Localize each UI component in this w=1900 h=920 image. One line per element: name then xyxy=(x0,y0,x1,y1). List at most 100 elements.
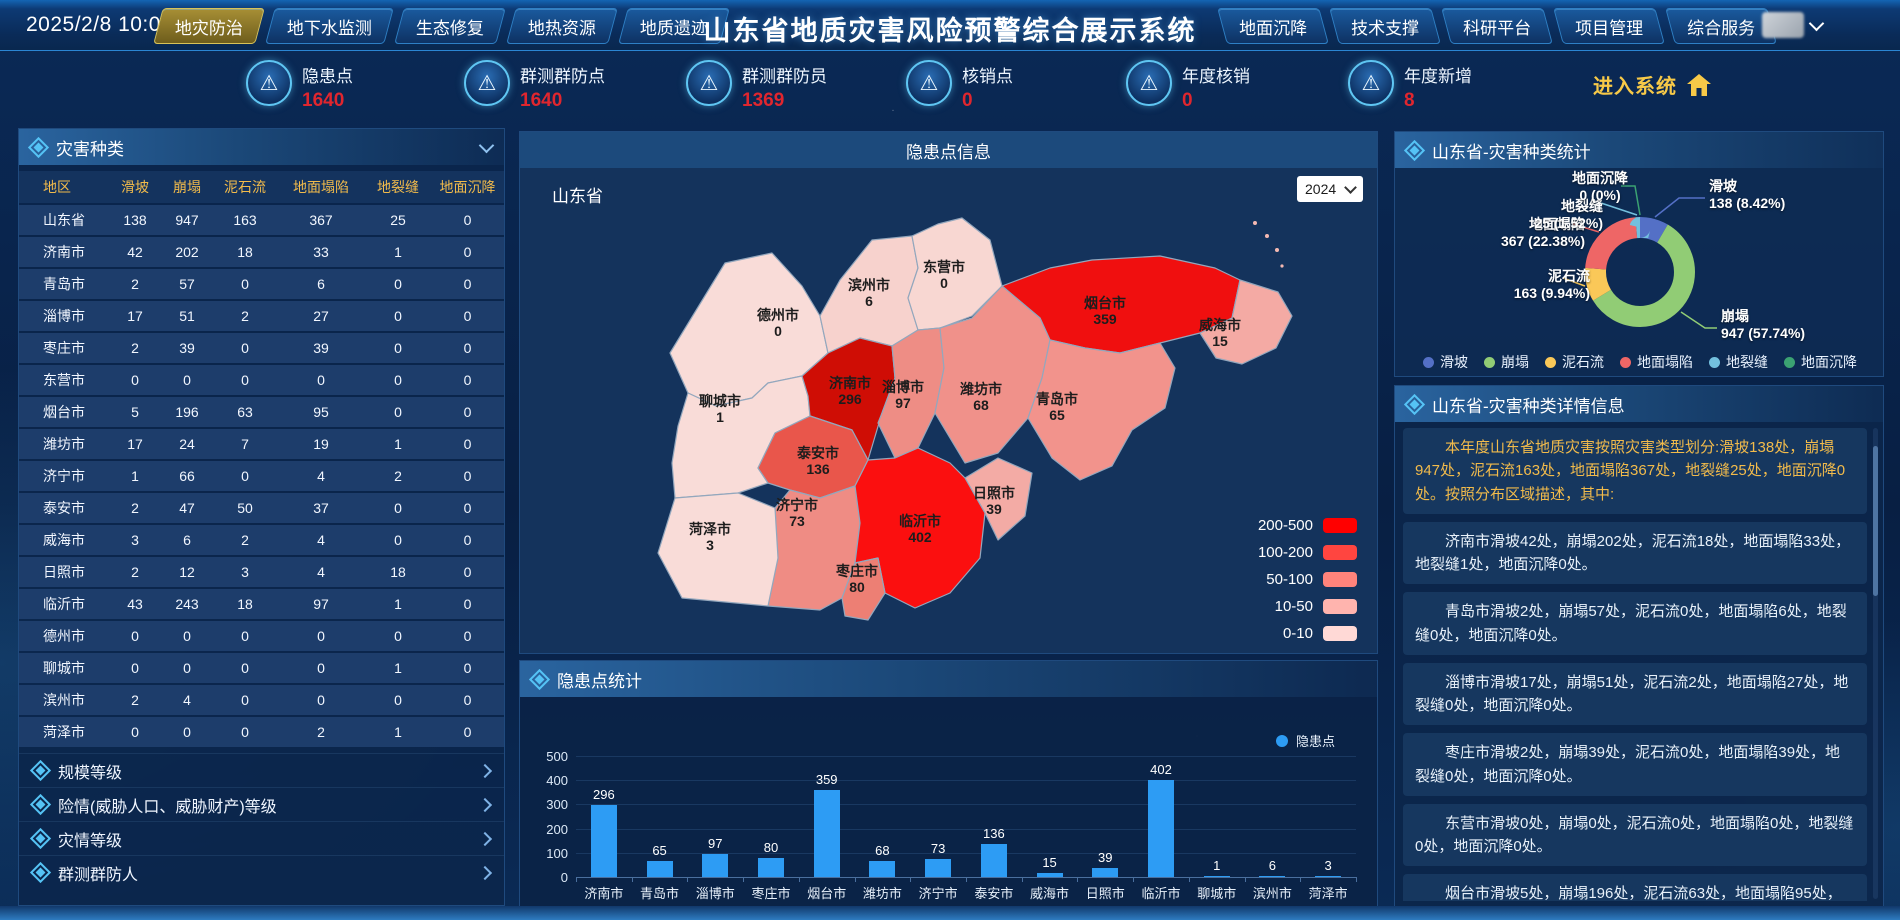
table-row[interactable]: 泰安市 2 47 50 37 0 0 xyxy=(19,493,504,523)
value-cell: 0 xyxy=(463,340,472,356)
tab-科研平台[interactable]: 科研平台 xyxy=(1441,8,1553,44)
donut-legend-泥石流[interactable]: 泥石流 xyxy=(1545,352,1604,372)
table-row[interactable]: 济宁市 1 66 0 4 2 0 xyxy=(19,461,504,491)
value-cell: 1 xyxy=(131,468,139,484)
map-city-枣庄市[interactable] xyxy=(841,557,886,621)
bar xyxy=(590,805,617,877)
map-region-label: 山东省 xyxy=(552,187,603,206)
gridline xyxy=(576,828,1356,830)
bar-slot-淄博市: 97 xyxy=(687,756,743,877)
donut-legend-滑坡[interactable]: 滑坡 xyxy=(1423,352,1468,372)
year-select[interactable]: 2024 xyxy=(1297,176,1363,202)
donut-legend-地面塌陷[interactable]: 地面塌陷 xyxy=(1620,352,1693,372)
warning-icon: ⚠ xyxy=(1126,60,1172,106)
map-city-label: 烟台市 xyxy=(1084,295,1126,311)
axis-tick xyxy=(1188,877,1190,882)
accordion-险情(威胁人口、威胁财产)等级[interactable]: 险情(威胁人口、威胁财产)等级 xyxy=(19,787,504,821)
bar-value: 3 xyxy=(1324,858,1332,873)
stat-年度核销: ⚠ 年度核销 0 xyxy=(1126,60,1250,112)
value-cell: 0 xyxy=(463,404,472,420)
stat-群测群防员: ⚠ 群测群防员 1369 xyxy=(686,60,827,112)
enter-system-button[interactable]: 进入系统 xyxy=(1593,70,1712,99)
tab-地下水监测[interactable]: 地下水监测 xyxy=(265,8,394,44)
region-cell: 济宁市 xyxy=(43,468,85,484)
table-row[interactable]: 临沂市 43 243 18 97 1 0 xyxy=(19,589,504,619)
table-row[interactable]: 日照市 2 12 3 4 18 0 xyxy=(19,557,504,587)
value-cell: 6 xyxy=(183,532,191,548)
bar-value: 65 xyxy=(652,843,667,858)
scrollbar-thumb[interactable] xyxy=(1873,446,1878,596)
value-cell: 66 xyxy=(179,468,195,484)
region-cell: 潍坊市 xyxy=(43,436,85,452)
tab-label: 地质遗迹 xyxy=(640,18,708,38)
bar-slot-青岛市: 65 xyxy=(632,756,688,877)
accordion-灾情等级[interactable]: 灾情等级 xyxy=(19,821,504,855)
donut-legend-地面沉降[interactable]: 地面沉降 xyxy=(1784,352,1857,372)
table-row[interactable]: 德州市 0 0 0 0 0 0 xyxy=(19,621,504,651)
table-row[interactable]: 聊城市 0 0 0 0 1 0 xyxy=(19,653,504,683)
legend-dot-icon xyxy=(1709,356,1720,368)
region-cell: 日照市 xyxy=(43,564,85,580)
right-tabs: 地面沉降 技术支撑 科研平台 项目管理 综合服务 xyxy=(1217,8,1777,44)
value-cell: 0 xyxy=(394,628,402,644)
axis-tick xyxy=(1356,877,1357,882)
value-cell: 27 xyxy=(313,308,329,324)
table-row[interactable]: 山东省 138 947 163 367 25 0 xyxy=(19,205,504,235)
donut-legend-地裂缝[interactable]: 地裂缝 xyxy=(1709,352,1768,372)
table-row[interactable]: 潍坊市 17 24 7 19 1 0 xyxy=(19,429,504,459)
map-city-威海市[interactable] xyxy=(1199,279,1293,365)
donut-legend-label: 地面沉降 xyxy=(1801,354,1857,370)
bar-value: 1 xyxy=(1213,858,1221,873)
tab-label: 地下水监测 xyxy=(287,18,372,38)
map-city-label: 济南市 xyxy=(829,375,871,391)
donut-legend-崩塌[interactable]: 崩塌 xyxy=(1484,352,1529,372)
bar xyxy=(813,790,840,877)
tab-项目管理[interactable]: 项目管理 xyxy=(1553,8,1665,44)
bar-chart-legend[interactable]: 隐患点 xyxy=(1275,731,1335,750)
table-row[interactable]: 滨州市 2 4 0 0 0 0 xyxy=(19,685,504,715)
tab-地面沉降[interactable]: 地面沉降 xyxy=(1217,8,1329,44)
value-cell: 243 xyxy=(175,596,199,612)
donut-label-name: 泥石流 xyxy=(1548,268,1590,284)
table-row[interactable]: 青岛市 2 57 0 6 0 0 xyxy=(19,269,504,299)
map-city-value: 1 xyxy=(716,409,724,425)
map-city-value: 402 xyxy=(908,529,932,545)
bar-slot-枣庄市: 80 xyxy=(743,756,799,877)
donut-label-泥石流: 泥石流 163 (9.94%) xyxy=(1440,268,1590,302)
tab-生态修复[interactable]: 生态修复 xyxy=(394,8,506,44)
map-city-东营市[interactable] xyxy=(907,217,1003,331)
tab-地灾防治[interactable]: 地灾防治 xyxy=(153,8,265,44)
bar-chart-plot: 0 100 200 300 400 500 296 济南市 65 青岛市 97 淄博市 80 枣庄市 359… xyxy=(546,749,1357,901)
value-cell: 0 xyxy=(463,724,472,740)
donut-label-value: 138 (8.42%) xyxy=(1709,195,1786,211)
user-menu[interactable] xyxy=(1762,12,1825,38)
value-cell: 33 xyxy=(313,244,329,260)
value-cell: 51 xyxy=(179,308,195,324)
value-cell: 39 xyxy=(179,340,195,356)
table-row[interactable]: 淄博市 17 51 2 27 0 0 xyxy=(19,301,504,331)
donut-label-滑坡: 滑坡 138 (8.42%) xyxy=(1709,178,1785,212)
table-row[interactable]: 威海市 3 6 2 4 0 0 xyxy=(19,525,504,555)
stat-text: 群测群防点 1640 xyxy=(520,60,605,112)
map-city-青岛市[interactable] xyxy=(1027,339,1176,481)
accordion-群测群防人[interactable]: 群测群防人 xyxy=(19,855,504,889)
table-header-row: 地区 滑坡 崩塌 泥石流 地面塌陷 地裂缝 地面沉降 xyxy=(19,171,504,203)
details-summary: 本年度山东省地质灾害按照灾害类型划分:滑坡138处，崩塌947处，泥石流163处… xyxy=(1403,428,1867,514)
map-city-菏泽市[interactable] xyxy=(657,492,779,607)
map-city-label: 日照市 xyxy=(973,485,1015,501)
table-row[interactable]: 枣庄市 2 39 0 39 0 0 xyxy=(19,333,504,363)
tab-技术支撑[interactable]: 技术支撑 xyxy=(1329,8,1441,44)
table-row[interactable]: 烟台市 5 196 63 95 0 0 xyxy=(19,397,504,427)
value-cell: 0 xyxy=(183,372,191,388)
table-row[interactable]: 东营市 0 0 0 0 0 0 xyxy=(19,365,504,395)
table-row[interactable]: 菏泽市 0 0 0 2 1 0 xyxy=(19,717,504,747)
accordion-规模等级[interactable]: 规模等级 xyxy=(19,753,504,787)
table-row[interactable]: 济南市 42 202 18 33 1 0 xyxy=(19,237,504,267)
axis-tick xyxy=(743,877,745,882)
map-city-value: 296 xyxy=(838,391,862,407)
tab-地热资源[interactable]: 地热资源 xyxy=(506,8,618,44)
tab-综合服务[interactable]: 综合服务 xyxy=(1665,8,1777,44)
disaster-type-panel-header[interactable]: 灾害种类 xyxy=(19,129,504,165)
donut-label-name: 地面塌陷 xyxy=(1529,216,1585,232)
